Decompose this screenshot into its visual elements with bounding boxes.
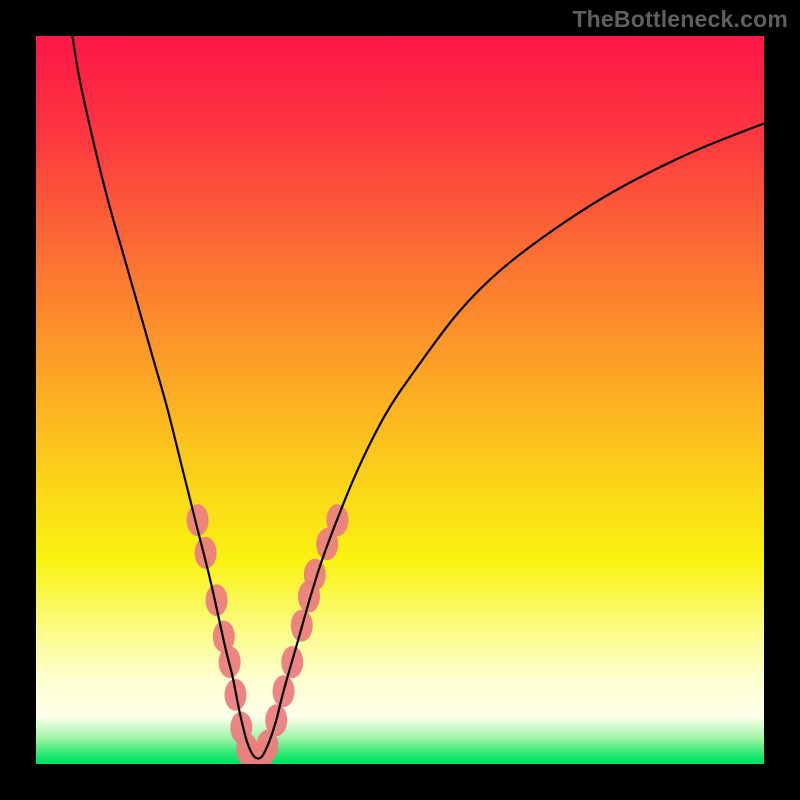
bottleneck-chart-svg [0,0,800,800]
watermark-text: TheBottleneck.com [572,6,788,33]
plot-background-gradient [36,36,764,764]
figure-root: TheBottleneck.com [0,0,800,800]
